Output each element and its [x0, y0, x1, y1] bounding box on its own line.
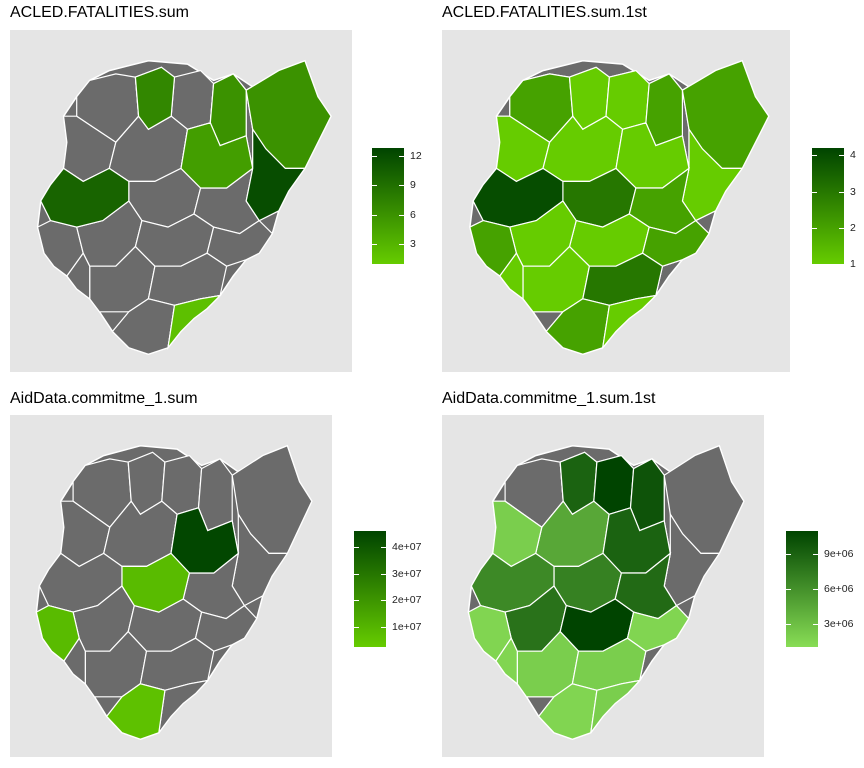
legend-tick-label: 9e+06: [824, 548, 854, 561]
legend-tick-mark: [839, 155, 844, 157]
legend-tick-mark: [399, 244, 404, 246]
state-region-filled: [590, 679, 642, 734]
state-region-filled: [605, 69, 650, 130]
legend-tick-mark: [354, 627, 359, 628]
legend-colorbar: [372, 148, 404, 264]
map-svg: [469, 59, 770, 355]
legend-tick-mark: [381, 600, 386, 602]
legend: 3e+06 6e+06 9e+06: [786, 531, 864, 647]
legend-tick-label: 3: [410, 238, 416, 251]
state-region-filled: [593, 454, 635, 515]
state-region-filled: [495, 636, 518, 686]
legend-tick-mark: [813, 623, 818, 625]
map-panel: [442, 415, 764, 757]
legend: 1 2 3 4: [812, 148, 862, 270]
legend: 1e+07 2e+07 3e+07 4e+07: [354, 531, 434, 647]
legend-tick-mark: [839, 264, 844, 265]
state-region: [161, 454, 203, 515]
legend-tick-label: 1e+07: [392, 621, 422, 633]
state-region-filled: [499, 252, 524, 300]
legend-tick-label: 6e+06: [824, 583, 854, 595]
state-region-filled: [35, 604, 80, 662]
legend-tick-label: 9: [410, 179, 416, 192]
legend-tick-mark: [786, 554, 791, 556]
state-region-filled: [134, 66, 176, 131]
legend-tick-mark: [354, 573, 359, 575]
state-region-filled: [601, 294, 658, 350]
state-region-filled: [121, 552, 191, 613]
legend-tick-mark: [372, 155, 377, 157]
legend-tick-mark: [812, 191, 817, 193]
legend-tick-mark: [812, 227, 817, 229]
legend-tick-mark: [381, 627, 386, 628]
map-svg: [35, 444, 313, 740]
legend-tick-mark: [354, 547, 359, 548]
legend-tick-mark: [839, 191, 844, 193]
legend-tick-label: 3e+06: [824, 617, 854, 630]
legend-tick-mark: [399, 185, 404, 187]
state-region-filled: [105, 683, 166, 740]
panel-title: AidData.commitme_1.sum.1st: [442, 390, 656, 407]
state-region-filled: [545, 298, 611, 355]
state-region: [170, 69, 215, 130]
map-panel: [10, 415, 332, 757]
legend-tick-mark: [812, 264, 817, 265]
legend-tick-label: 4e+07: [392, 541, 422, 553]
panel-title: AidData.commitme_1.sum: [10, 390, 198, 407]
legend-tick-mark: [812, 155, 817, 157]
state-region-filled: [167, 294, 222, 350]
legend-tick-mark: [381, 547, 386, 548]
legend-tick-label: 12: [410, 149, 422, 162]
state-region: [111, 298, 176, 355]
legend-tick-label: 3: [850, 185, 856, 198]
map-panel: [10, 30, 352, 372]
state-region-filled: [245, 127, 307, 222]
map-svg: [467, 444, 745, 740]
legend-tick-label: 4: [850, 149, 856, 162]
legend-colorbar: [812, 148, 844, 264]
legend-tick-mark: [399, 155, 404, 157]
legend-tick-label: 1: [850, 258, 856, 270]
state-region-filled: [537, 683, 598, 740]
state-region: [158, 679, 210, 734]
legend-tick-mark: [399, 214, 404, 216]
legend-tick-label: 2: [850, 221, 856, 234]
legend: 3 6 9 12: [372, 148, 442, 264]
panel-title: ACLED.FATALITIES.sum: [10, 4, 190, 21]
legend-tick-label: 2e+07: [392, 594, 422, 607]
map-svg: [36, 59, 332, 355]
state-region: [66, 252, 91, 301]
legend-tick-mark: [354, 600, 359, 602]
panel-title: ACLED.FATALITIES.sum.1st: [442, 4, 647, 21]
legend-tick-mark: [381, 573, 386, 575]
legend-colorbar: [786, 531, 818, 647]
legend-colorbar: [354, 531, 386, 647]
legend-tick-mark: [813, 554, 818, 556]
legend-tick-mark: [372, 244, 377, 246]
legend-tick-mark: [372, 185, 377, 187]
legend-tick-label: 6: [410, 208, 416, 221]
legend-tick-mark: [786, 623, 791, 625]
legend-tick-label: 3e+07: [392, 567, 422, 580]
legend-tick-mark: [786, 589, 791, 590]
state-region-filled: [40, 167, 130, 228]
legend-tick-mark: [839, 227, 844, 229]
legend-tick-mark: [813, 589, 818, 590]
legend-tick-mark: [372, 214, 377, 216]
map-panel: [442, 30, 790, 372]
